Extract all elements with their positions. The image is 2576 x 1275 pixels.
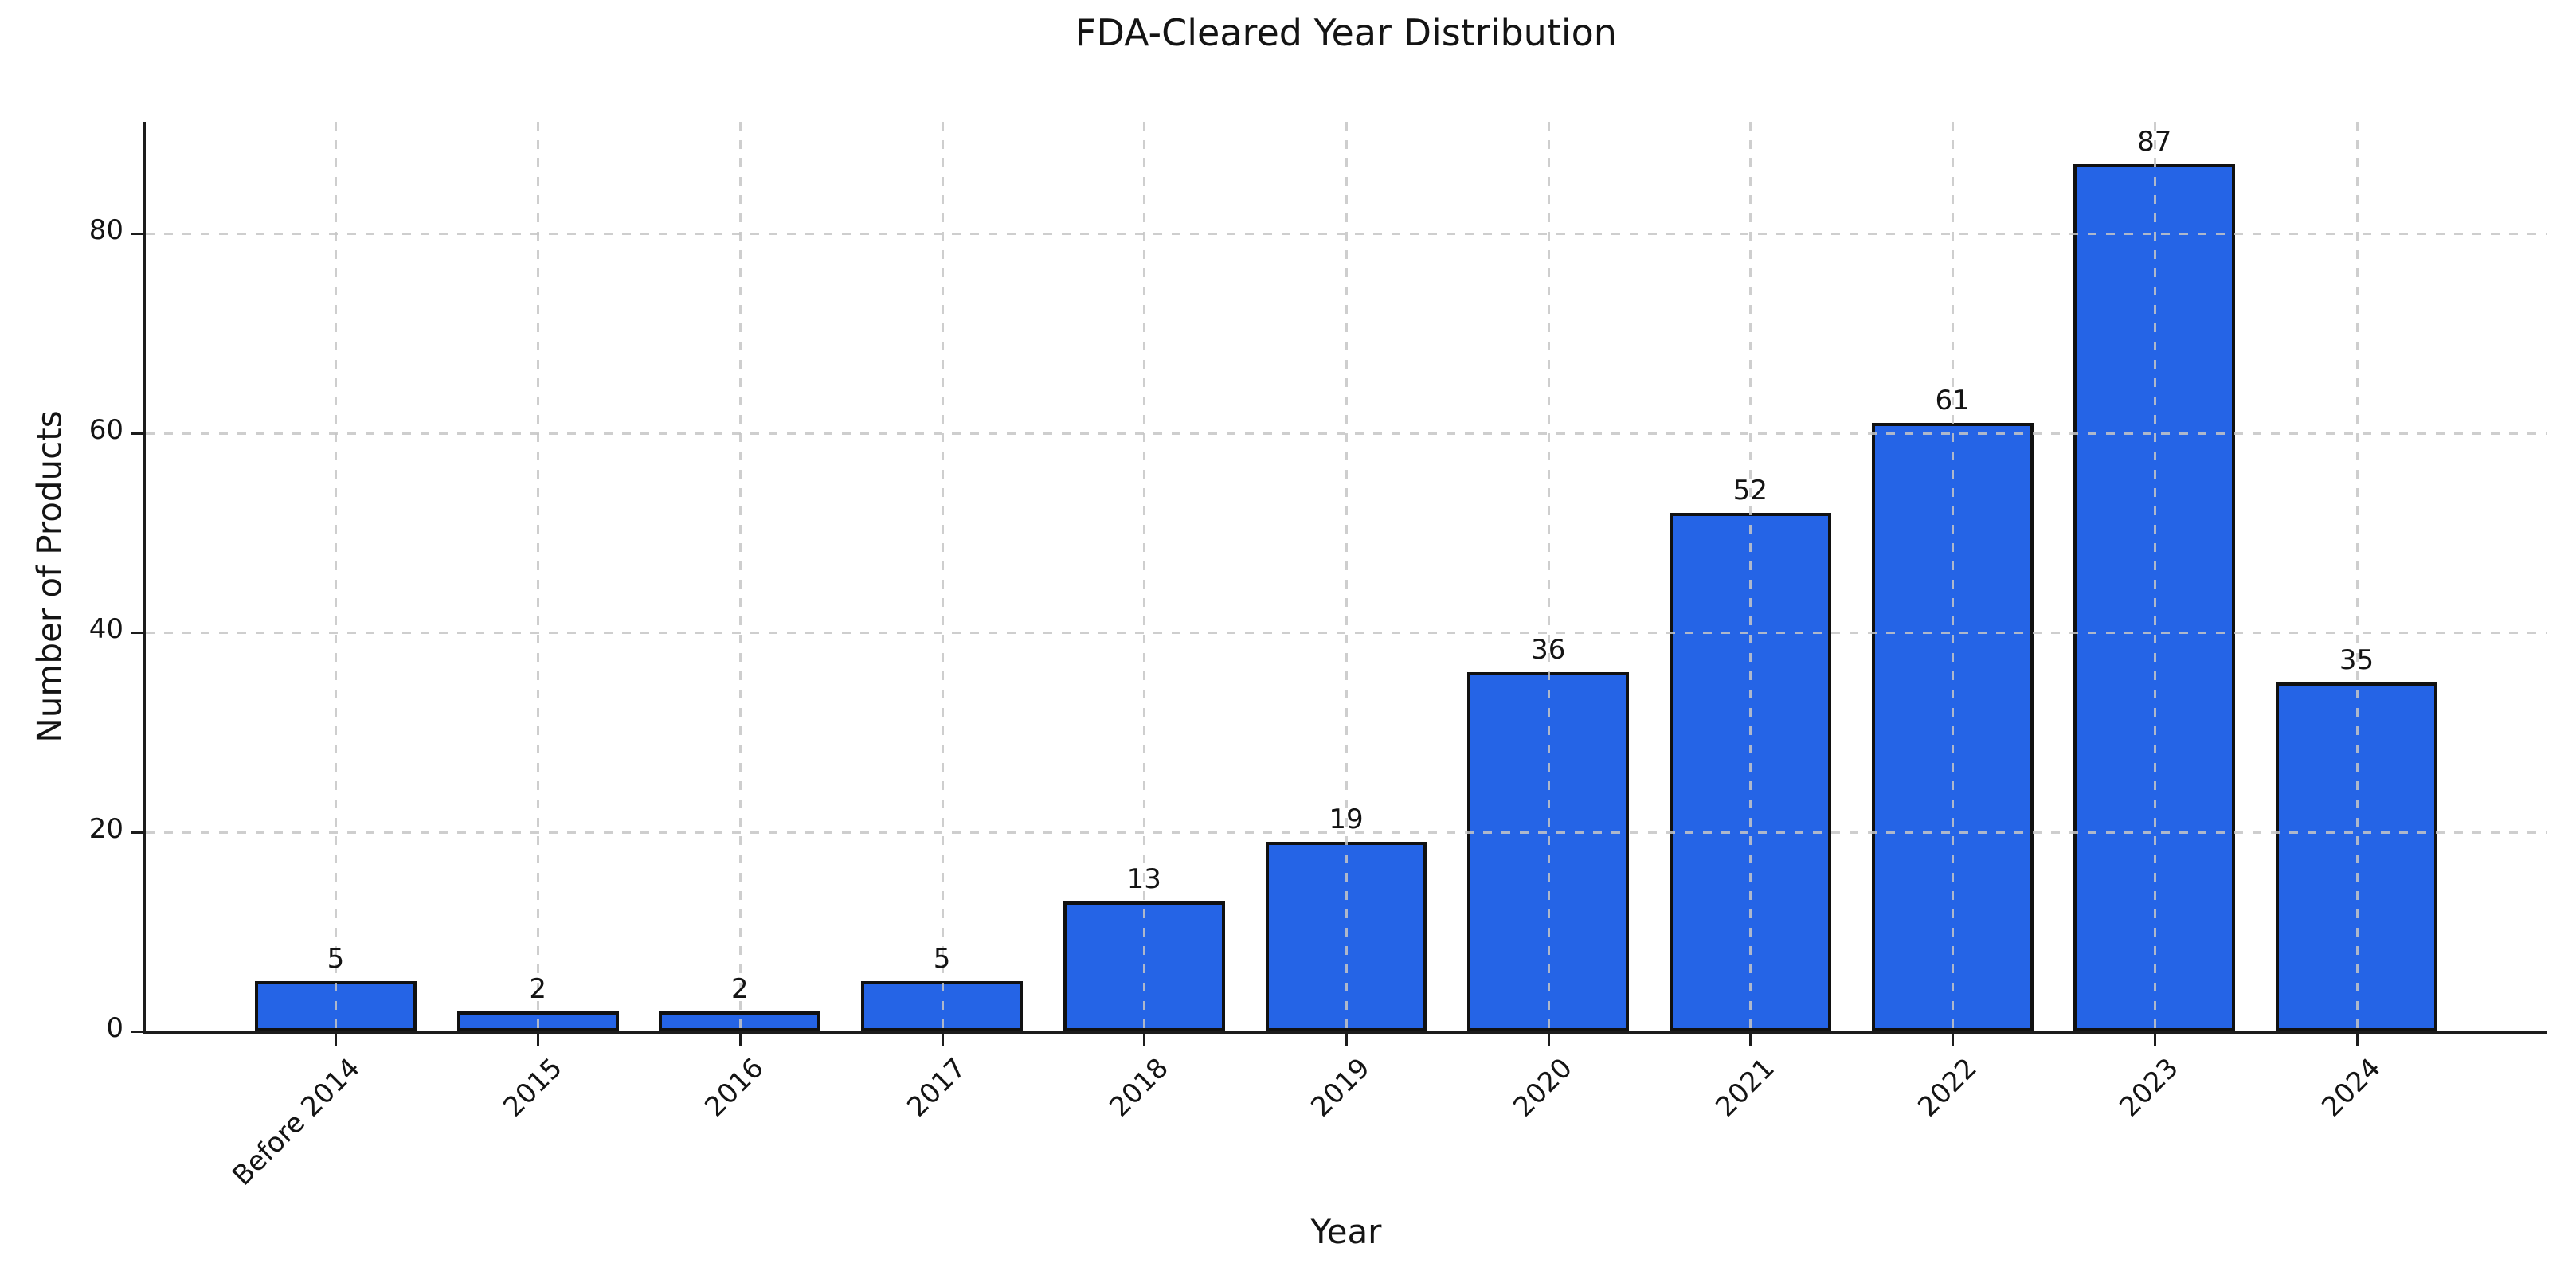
y-tick bbox=[131, 1031, 143, 1033]
y-tick-label: 80 bbox=[88, 214, 123, 247]
y-tick-label: 40 bbox=[88, 613, 123, 646]
bar-value-label: 87 bbox=[2137, 125, 2172, 158]
x-tick bbox=[335, 1034, 338, 1046]
x-tick bbox=[537, 1034, 540, 1046]
x-tick bbox=[1143, 1034, 1146, 1046]
y-axis-title: Number of Products bbox=[29, 410, 69, 743]
x-tick bbox=[1749, 1034, 1752, 1046]
v-gridline bbox=[335, 122, 338, 1031]
v-gridline bbox=[1345, 122, 1348, 1031]
v-gridline bbox=[941, 122, 944, 1031]
bar-value-label: 5 bbox=[933, 943, 951, 976]
bar-value-label: 61 bbox=[1935, 385, 1970, 417]
bar-value-label: 13 bbox=[1126, 863, 1161, 896]
v-gridline bbox=[537, 122, 540, 1031]
y-tick bbox=[131, 432, 143, 435]
bar-value-label: 36 bbox=[1531, 634, 1566, 667]
x-tick bbox=[738, 1034, 742, 1046]
bar-value-label: 19 bbox=[1329, 804, 1364, 836]
x-tick-label: 2018 bbox=[1103, 1052, 1175, 1124]
x-tick-label: 2016 bbox=[699, 1052, 771, 1124]
y-tick-label: 20 bbox=[88, 812, 123, 845]
y-tick bbox=[131, 233, 143, 236]
v-gridline bbox=[2153, 122, 2156, 1031]
x-tick-label: 2020 bbox=[1507, 1052, 1580, 1124]
v-gridline bbox=[1952, 122, 1955, 1031]
y-tick bbox=[131, 831, 143, 834]
x-tick-label: 2019 bbox=[1305, 1052, 1377, 1124]
v-gridline bbox=[1143, 122, 1146, 1031]
x-tick bbox=[2153, 1034, 2156, 1046]
x-tick-label: 2022 bbox=[1911, 1052, 1983, 1124]
x-tick-label: 2021 bbox=[1709, 1052, 1781, 1124]
v-gridline bbox=[1547, 122, 1550, 1031]
x-tick-label: 2024 bbox=[2316, 1052, 2387, 1124]
bar-value-label: 2 bbox=[731, 972, 749, 1005]
v-gridline bbox=[738, 122, 742, 1031]
x-tick-label: 2017 bbox=[901, 1052, 973, 1124]
y-tick-label: 60 bbox=[88, 413, 123, 446]
x-axis-spine bbox=[143, 1031, 2547, 1034]
bar-value-label: 5 bbox=[327, 943, 345, 976]
x-tick bbox=[1952, 1034, 1955, 1046]
bar-value-label: 52 bbox=[1732, 474, 1768, 506]
y-tick-label: 0 bbox=[106, 1012, 123, 1044]
x-tick bbox=[1345, 1034, 1348, 1046]
chart-title: FDA-Cleared Year Distribution bbox=[1075, 11, 1617, 54]
v-gridline bbox=[2355, 122, 2359, 1031]
v-gridline bbox=[1749, 122, 1752, 1031]
bar-value-label: 35 bbox=[2339, 643, 2374, 676]
x-tick-label: Before 2014 bbox=[226, 1052, 366, 1192]
x-tick bbox=[2355, 1034, 2359, 1046]
y-axis-spine bbox=[143, 122, 146, 1034]
x-tick-label: 2023 bbox=[2113, 1052, 2186, 1124]
x-tick bbox=[1547, 1034, 1550, 1046]
x-tick-label: 2015 bbox=[497, 1052, 569, 1124]
x-axis-title: Year bbox=[1310, 1212, 1382, 1251]
x-tick bbox=[941, 1034, 944, 1046]
bar-value-label: 2 bbox=[529, 972, 546, 1005]
y-tick bbox=[131, 632, 143, 635]
